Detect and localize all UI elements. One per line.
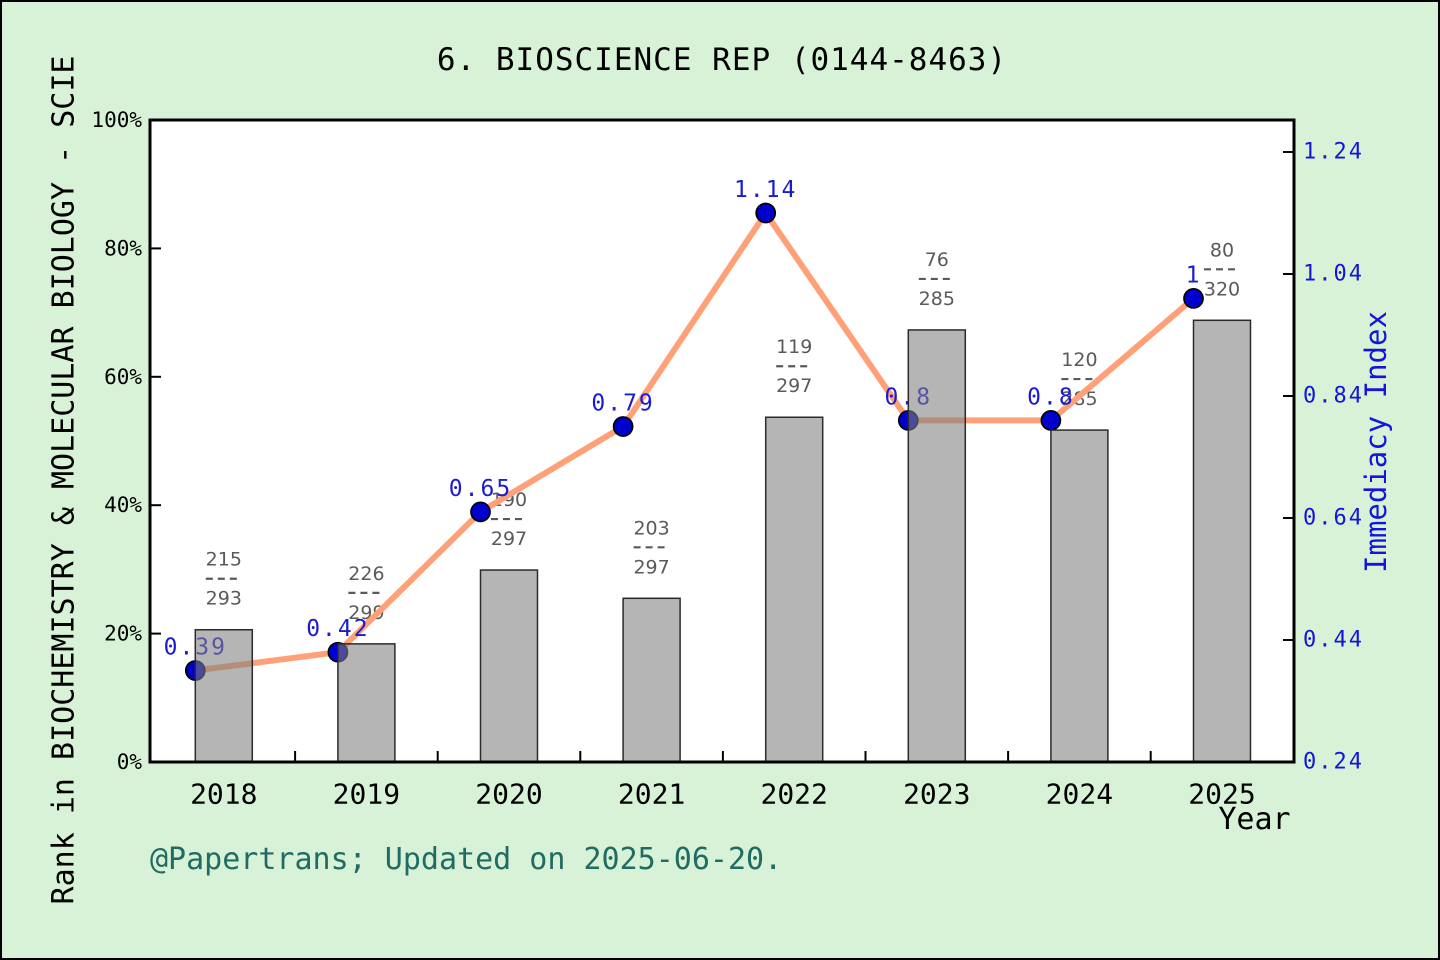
left-tick-label: 20% bbox=[104, 622, 142, 646]
right-tick-label: 1.24 bbox=[1303, 140, 1364, 165]
fraction-denominator: 297 bbox=[776, 375, 812, 397]
plot-background bbox=[150, 120, 1294, 762]
year-tick-label: 2020 bbox=[475, 778, 542, 811]
fraction-numerator: 80 bbox=[1210, 239, 1234, 261]
left-axis-ticks: 0% 20% 40% 60% 80% 100% bbox=[91, 108, 161, 774]
rank-bar bbox=[194, 628, 254, 763]
fraction-denominator: 320 bbox=[1204, 278, 1240, 300]
data-point-marker bbox=[1040, 410, 1062, 431]
fraction-numerator: 215 bbox=[206, 549, 242, 571]
left-tick-label: 40% bbox=[104, 493, 142, 517]
year-tick-label: 2022 bbox=[760, 778, 827, 811]
fraction-numerator: 203 bbox=[633, 517, 669, 539]
rank-bar bbox=[1192, 319, 1252, 763]
year-tick-label: 2024 bbox=[1046, 778, 1113, 811]
right-tick-label: 0.44 bbox=[1303, 628, 1364, 653]
data-point-marker bbox=[755, 202, 777, 224]
year-tick-label: 2023 bbox=[903, 778, 970, 811]
fraction-denominator: 285 bbox=[919, 288, 955, 310]
value-label: 1 bbox=[1186, 262, 1202, 288]
rank-bar bbox=[622, 597, 681, 763]
value-label: 0.42 bbox=[306, 616, 369, 642]
x-axis-title: Year bbox=[1218, 802, 1291, 837]
fraction-denominator: 297 bbox=[633, 556, 669, 578]
left-tick-label: 0% bbox=[117, 750, 143, 774]
right-axis-title: Immediacy Index bbox=[1359, 311, 1393, 573]
chart-title: 6. BIOSCIENCE REP (0144-8463) bbox=[436, 42, 1008, 78]
data-point-marker bbox=[612, 416, 634, 437]
fraction-numerator: 119 bbox=[776, 336, 812, 358]
left-tick-label: 100% bbox=[91, 108, 142, 132]
fraction-numerator: 226 bbox=[348, 563, 384, 585]
right-tick-label: 0.64 bbox=[1303, 506, 1364, 531]
left-tick-label: 80% bbox=[104, 236, 142, 260]
fraction-numerator: 190 bbox=[491, 489, 527, 511]
left-axis-title: Rank in BIOCHEMISTRY & MOLECULAR BIOLOGY… bbox=[46, 55, 82, 905]
footer-credit: @Papertrans; Updated on 2025-06-20. bbox=[150, 842, 783, 877]
year-tick-label: 2018 bbox=[190, 778, 257, 811]
rank-bar bbox=[764, 416, 824, 763]
plot-border bbox=[148, 118, 1296, 764]
value-label: 0.8 bbox=[1027, 384, 1075, 410]
immediacy-line bbox=[192, 210, 1197, 674]
left-tick-label: 60% bbox=[104, 365, 142, 389]
value-label: 0.65 bbox=[449, 476, 512, 502]
rank-bar bbox=[337, 643, 396, 763]
year-tick-label: 2019 bbox=[333, 778, 400, 811]
fraction-denominator: 293 bbox=[206, 588, 242, 610]
value-label: 1.14 bbox=[734, 177, 797, 203]
rank-bars bbox=[194, 319, 1252, 763]
fraction-numerator: 120 bbox=[1061, 349, 1097, 371]
right-tick-label: 0.24 bbox=[1303, 750, 1364, 775]
year-tick-label: 2021 bbox=[618, 778, 685, 811]
fraction-denominator: 297 bbox=[491, 528, 527, 550]
year-tick-label: 2025 bbox=[1188, 778, 1255, 811]
x-axis-ticks: 2018 2019 2020 2021 2022 2023 2024 2025 bbox=[190, 751, 1256, 811]
right-tick-label: 0.84 bbox=[1303, 384, 1364, 409]
right-tick-label: 1.04 bbox=[1303, 262, 1364, 287]
data-point-marker bbox=[1183, 288, 1204, 309]
fraction-numerator: 76 bbox=[925, 249, 949, 271]
data-point-marker bbox=[470, 501, 491, 523]
rank-bar bbox=[479, 569, 539, 763]
rank-bar bbox=[907, 329, 967, 763]
rank-bar bbox=[1050, 429, 1109, 763]
right-axis-ticks: 0.24 0.44 0.64 0.84 1.04 1.24 bbox=[1283, 140, 1364, 775]
value-label: 0.79 bbox=[591, 391, 654, 417]
